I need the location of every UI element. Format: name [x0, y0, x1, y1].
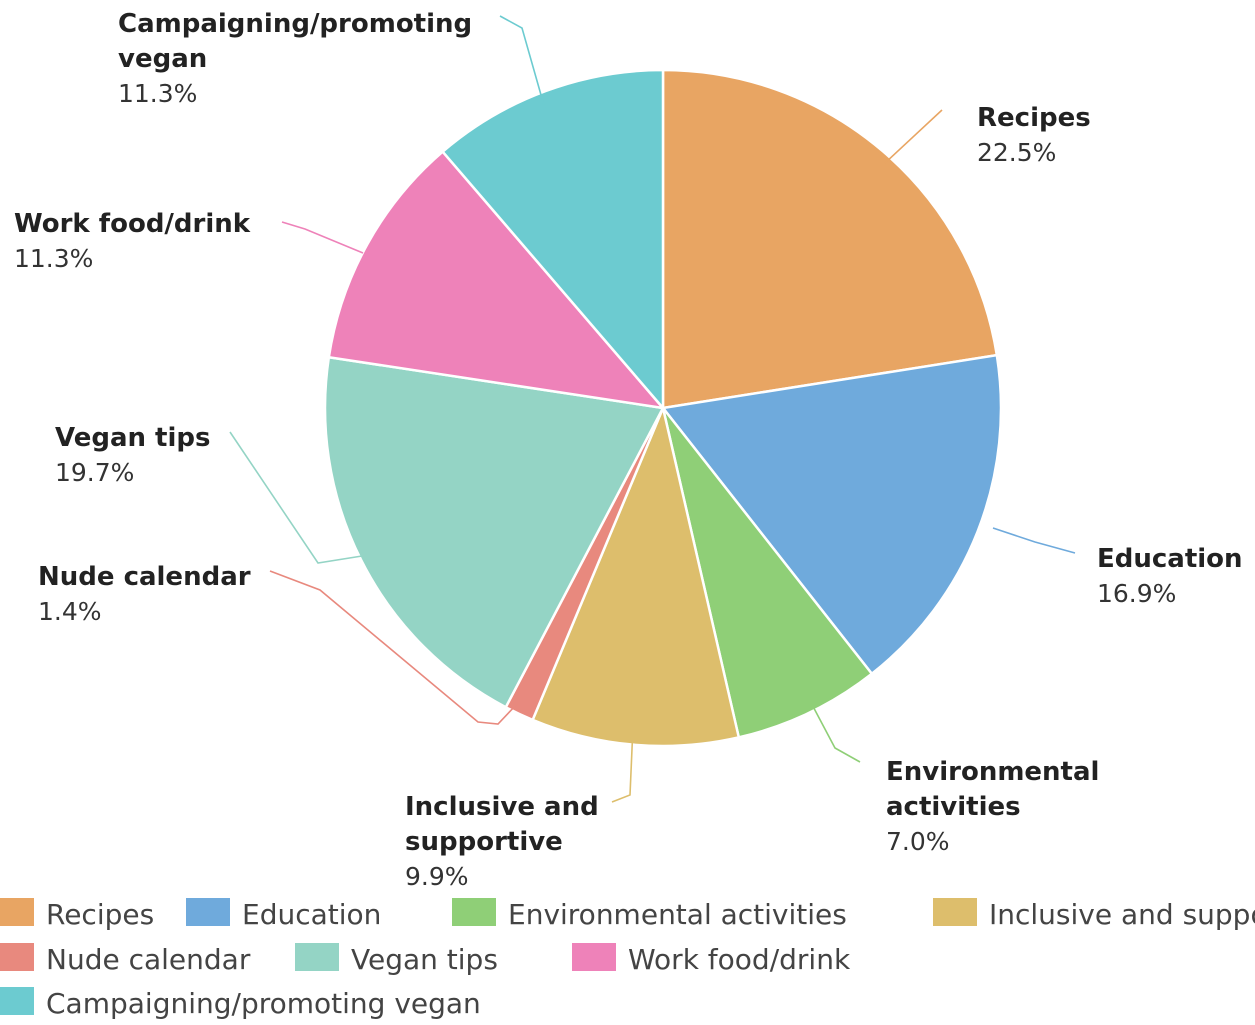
legend-item-recipes[interactable]: Recipes — [0, 898, 154, 931]
legend-item-campaigning-promoting-vegan[interactable]: Campaigning/promoting vegan — [0, 987, 481, 1020]
legend-swatch — [0, 943, 34, 971]
slice-inclusive-and-supportive — [531, 403, 741, 748]
legend-item-inclusive-and-supportive[interactable]: Inclusive and supportive — [933, 898, 1255, 931]
legend-label: Nude calendar — [46, 943, 251, 976]
legend-label: Education — [242, 898, 381, 931]
leader-line-work-food-drink — [281, 221, 364, 254]
legend-label: Work food/drink — [628, 943, 851, 976]
leader-line-recipes — [884, 109, 943, 164]
leader-line-education — [992, 527, 1076, 554]
legend-swatch — [452, 898, 496, 926]
legend-label: Recipes — [46, 898, 154, 931]
pie-slices — [323, 68, 1003, 748]
slice-campaigning-promoting-vegan — [440, 68, 665, 412]
slice-work-food-drink — [327, 149, 667, 410]
callout-label-campaigning-promoting-vegan: Campaigning/promoting vegan 11.3% — [118, 9, 472, 108]
slice-environmental-activities — [661, 407, 874, 739]
legend-label: Vegan tips — [351, 943, 498, 976]
legend-swatch — [572, 943, 616, 971]
leader-line-nude-calendar — [269, 570, 518, 725]
callout-label-work-food-drink: Work food/drink 11.3% — [14, 209, 251, 273]
slice-vegan-tips — [323, 355, 665, 709]
legend-swatch — [0, 898, 34, 926]
legend-swatch — [186, 898, 230, 926]
legend-swatch — [0, 987, 34, 1015]
slice-recipes — [661, 68, 999, 410]
legend-label: Campaigning/promoting vegan — [46, 987, 481, 1020]
slice-education — [660, 353, 1003, 676]
legend-item-work-food-drink[interactable]: Work food/drink — [572, 943, 851, 976]
leader-line-vegan-tips — [229, 431, 363, 564]
callout-label-vegan-tips: Vegan tips 19.7% — [55, 423, 210, 487]
legend: Recipes Education Environmental activities… — [0, 898, 1255, 1020]
legend-item-nude-calendar[interactable]: Nude calendar — [0, 943, 251, 976]
callout-labels: Recipes 22.5% Education 16.9% Environmental a… — [14, 9, 1243, 891]
callout-label-nude-calendar: Nude calendar 1.4% — [38, 562, 251, 626]
legend-swatch — [295, 943, 339, 971]
callout-leader-lines — [229, 15, 1076, 803]
legend-item-environmental-activities[interactable]: Environmental activities — [452, 898, 847, 931]
leader-line-environmental-activities — [807, 696, 861, 763]
callout-label-recipes: Recipes 22.5% — [977, 103, 1091, 167]
legend-swatch — [933, 898, 977, 926]
callout-label-inclusive-and-supportive: Inclusive and supportive 9.9% — [405, 792, 599, 891]
legend-item-vegan-tips[interactable]: Vegan tips — [295, 943, 498, 976]
leader-line-inclusive-and-supportive — [611, 725, 634, 803]
callout-label-environmental-activities: Environmental activities 7.0% — [886, 757, 1099, 856]
legend-label: Environmental activities — [508, 898, 847, 931]
leader-line-campaigning-promoting-vegan — [499, 15, 546, 110]
legend-item-education[interactable]: Education — [186, 898, 381, 931]
legend-label: Inclusive and supportive — [989, 898, 1255, 931]
callout-label-education: Education 16.9% — [1097, 544, 1243, 608]
